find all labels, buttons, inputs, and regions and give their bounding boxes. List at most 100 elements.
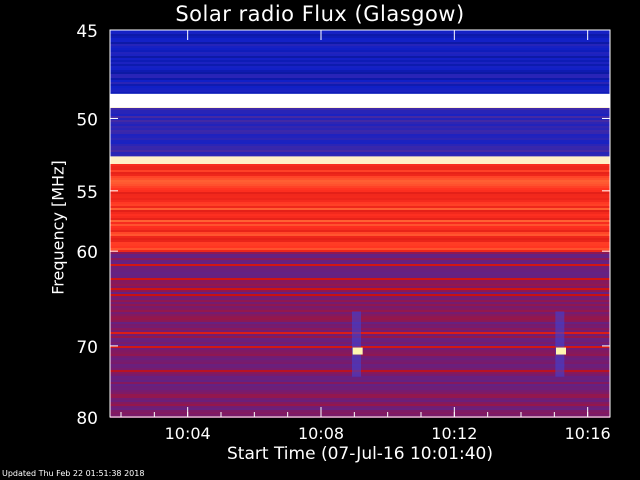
channel-row (110, 40, 610, 42)
channel-row (110, 188, 610, 190)
channel-row (110, 182, 610, 184)
channel-row (110, 68, 610, 70)
channel-row (110, 406, 610, 408)
channel-row (110, 270, 610, 272)
channel-row (110, 280, 610, 282)
channel-row (110, 246, 610, 248)
channel-row (110, 282, 610, 284)
channel-row (110, 252, 610, 254)
channel-row (110, 402, 610, 404)
channel-row (110, 234, 610, 236)
channel-row (110, 220, 610, 222)
channel-row (110, 404, 610, 406)
burst-column (352, 311, 361, 377)
channel-row (110, 190, 610, 192)
y-tick-label: 80 (76, 409, 98, 429)
channel-row (110, 154, 610, 156)
channel-row (110, 196, 610, 198)
channel-row (110, 54, 610, 56)
channel-row (110, 166, 610, 168)
channel-row (110, 214, 610, 216)
channel-row (110, 302, 610, 304)
channel-row (110, 216, 610, 218)
channel-row (110, 74, 610, 76)
channel-row (110, 300, 610, 302)
channel-row (110, 130, 610, 132)
channel-row (110, 236, 610, 238)
x-tick-label: 10:12 (431, 424, 477, 443)
channel-row (110, 408, 610, 410)
channel-row (110, 122, 610, 124)
channel-row (110, 206, 610, 208)
y-tick-label: 50 (76, 110, 98, 130)
channel-row (110, 186, 610, 188)
channel-row (110, 238, 610, 240)
channel-row (110, 148, 610, 150)
channel-row (110, 212, 610, 214)
channel-row (110, 58, 610, 60)
channel-row (110, 306, 610, 308)
channel-row (110, 388, 610, 390)
channel-row (110, 392, 610, 394)
channel-row (110, 184, 610, 186)
channel-row (110, 272, 610, 274)
channel-row (110, 36, 610, 38)
channel-row (110, 46, 610, 48)
y-tick-label: 70 (76, 338, 98, 358)
channel-row (110, 250, 610, 252)
channel-row (110, 226, 610, 228)
channel-row (110, 390, 610, 392)
channel-row (110, 264, 610, 266)
channel-row (110, 78, 610, 80)
x-tick-label: 10:04 (165, 424, 211, 443)
channel-row (110, 284, 610, 286)
channel-row (110, 290, 610, 292)
channel-row (110, 48, 610, 50)
channel-row (110, 268, 610, 270)
channel-row (110, 144, 610, 146)
channel-row (110, 256, 610, 258)
channel-row (110, 394, 610, 396)
channel-row (110, 192, 610, 194)
channel-row (110, 308, 610, 310)
channel-row (110, 110, 610, 112)
channel-row (110, 52, 610, 54)
channel-row (110, 262, 610, 264)
channel-row (110, 142, 610, 144)
plot-frame (109, 29, 611, 418)
channel-row (110, 32, 610, 34)
channel-row (110, 414, 610, 416)
channel-row (110, 380, 610, 382)
hot-spot (556, 347, 566, 355)
channel-row (110, 202, 610, 204)
channel-row (110, 136, 610, 138)
channel-row (110, 112, 610, 114)
channel-row (110, 276, 610, 278)
channel-row (110, 204, 610, 206)
channel-row (110, 288, 610, 290)
channel-row (110, 30, 610, 32)
channel-row (110, 86, 610, 88)
x-tick-label: 10:16 (565, 424, 611, 443)
channel-row (110, 60, 610, 62)
channel-row (110, 210, 610, 212)
channel-row (110, 180, 610, 182)
channel-row (110, 132, 610, 134)
channel-row (110, 286, 610, 288)
channel-row (110, 208, 610, 210)
channel-row (110, 84, 610, 86)
channel-row (110, 230, 610, 232)
channel-row (110, 222, 610, 224)
channel-row (110, 304, 610, 306)
channel-row (110, 258, 610, 260)
channel-row (110, 200, 610, 202)
channel-row (110, 134, 610, 136)
channel-row (110, 118, 610, 120)
channel-row (110, 292, 610, 294)
channel-row (110, 116, 610, 118)
channel-row (110, 244, 610, 246)
y-tick-label: 45 (76, 22, 98, 42)
channel-row (110, 150, 610, 152)
channel-row (110, 140, 610, 142)
